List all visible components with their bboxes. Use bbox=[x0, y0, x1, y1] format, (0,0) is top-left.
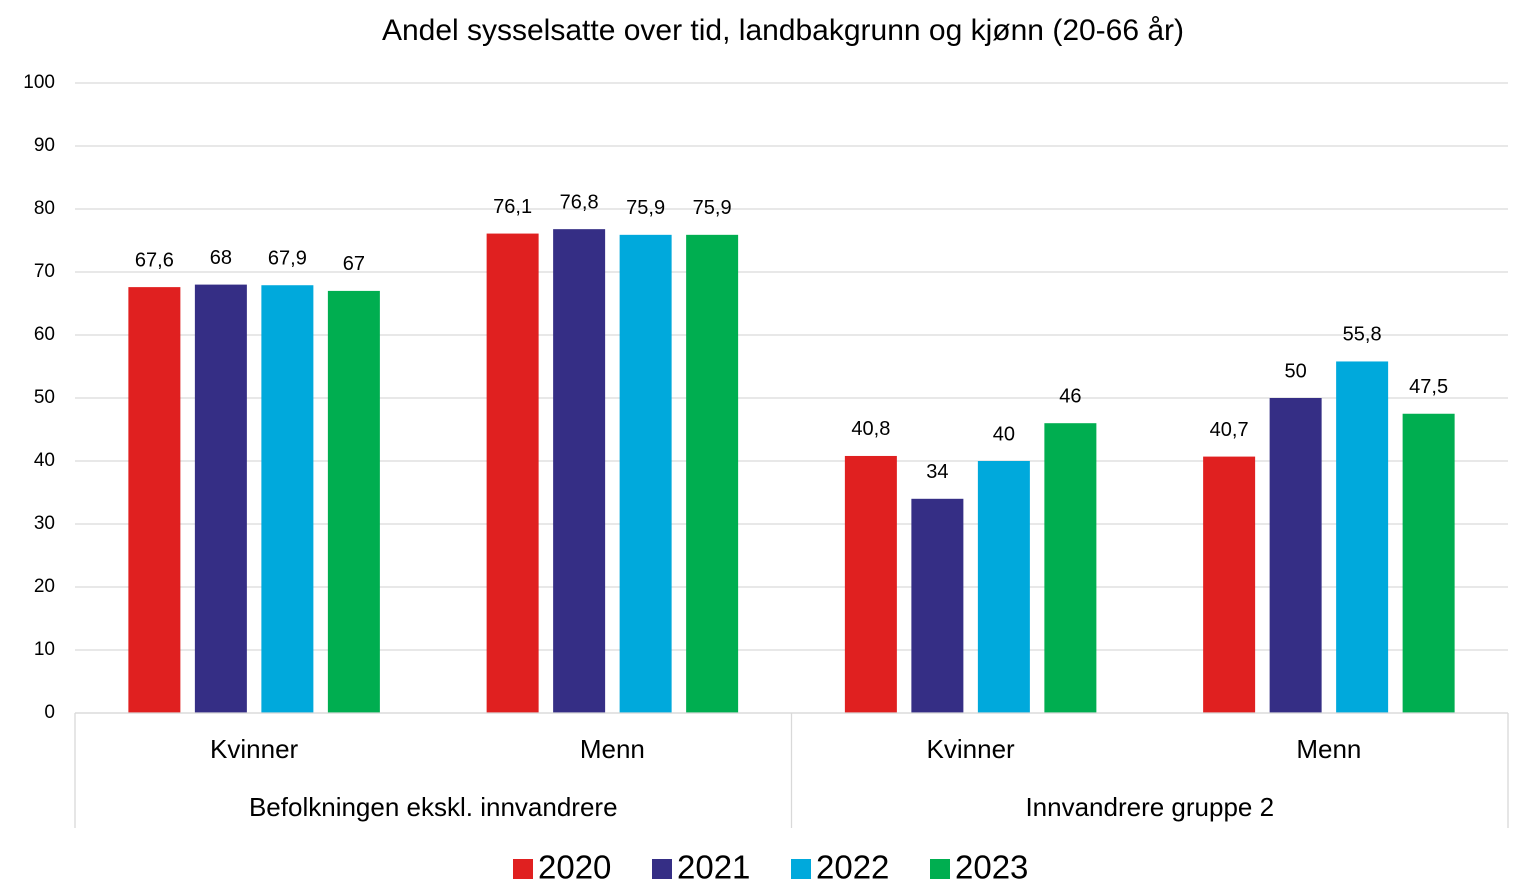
data-label: 47,5 bbox=[1409, 376, 1448, 398]
bar bbox=[1269, 398, 1322, 713]
bar bbox=[1336, 361, 1389, 713]
bar bbox=[553, 229, 606, 713]
data-label: 67,6 bbox=[135, 249, 174, 271]
chart-title: Andel sysselsatte over tid, landbakgrunn… bbox=[382, 14, 1184, 47]
y-tick-label: 90 bbox=[34, 135, 55, 156]
y-tick-label: 30 bbox=[34, 513, 55, 534]
data-label: 40,7 bbox=[1210, 419, 1249, 441]
y-tick-label: 60 bbox=[34, 324, 55, 345]
data-label: 40,8 bbox=[851, 418, 890, 440]
data-label: 68 bbox=[210, 247, 232, 269]
y-tick-label: 0 bbox=[44, 702, 55, 723]
y-tick-label: 70 bbox=[34, 261, 55, 282]
data-label: 67,9 bbox=[268, 248, 307, 270]
legend-swatch bbox=[930, 859, 950, 879]
bar bbox=[844, 455, 897, 713]
y-tick-label: 50 bbox=[34, 387, 55, 408]
data-label: 76,8 bbox=[560, 191, 599, 213]
legend-label: 2023 bbox=[955, 849, 1028, 884]
bar bbox=[194, 284, 247, 713]
data-label: 76,1 bbox=[493, 196, 532, 218]
bar bbox=[686, 234, 739, 713]
data-label: 75,9 bbox=[693, 197, 732, 219]
legend-label: 2022 bbox=[816, 849, 889, 884]
y-tick-label: 40 bbox=[34, 450, 55, 471]
y-tick-label: 10 bbox=[34, 639, 55, 660]
bar bbox=[619, 234, 672, 713]
bar bbox=[1402, 413, 1455, 713]
bar bbox=[1203, 456, 1256, 713]
group-label: Innvandrere gruppe 2 bbox=[1025, 792, 1274, 822]
data-label: 46 bbox=[1059, 385, 1081, 407]
data-label: 75,9 bbox=[626, 197, 665, 219]
y-tick-label: 20 bbox=[34, 576, 55, 597]
bar bbox=[911, 498, 964, 713]
x-tick-label: Kvinner bbox=[210, 734, 298, 764]
y-tick-label: 100 bbox=[23, 72, 55, 93]
data-label: 55,8 bbox=[1343, 324, 1382, 346]
bar bbox=[486, 233, 539, 713]
data-label: 40 bbox=[993, 423, 1015, 445]
bar bbox=[327, 290, 380, 713]
bar bbox=[977, 461, 1030, 713]
group-label: Befolkningen ekskl. innvandrere bbox=[249, 792, 618, 822]
legend-swatch bbox=[791, 859, 811, 879]
bar bbox=[1044, 423, 1097, 713]
data-label: 50 bbox=[1285, 360, 1307, 382]
legend-swatch bbox=[652, 859, 672, 879]
bar bbox=[261, 285, 314, 713]
y-tick-label: 80 bbox=[34, 198, 55, 219]
legend-label: 2021 bbox=[677, 849, 750, 884]
data-label: 34 bbox=[926, 461, 948, 483]
legend-label: 2020 bbox=[538, 849, 611, 884]
data-label: 67 bbox=[343, 253, 365, 275]
x-tick-label: Menn bbox=[580, 734, 645, 764]
legend-swatch bbox=[513, 859, 533, 879]
x-tick-label: Kvinner bbox=[927, 734, 1015, 764]
bar bbox=[128, 287, 181, 713]
x-tick-label: Menn bbox=[1296, 734, 1361, 764]
